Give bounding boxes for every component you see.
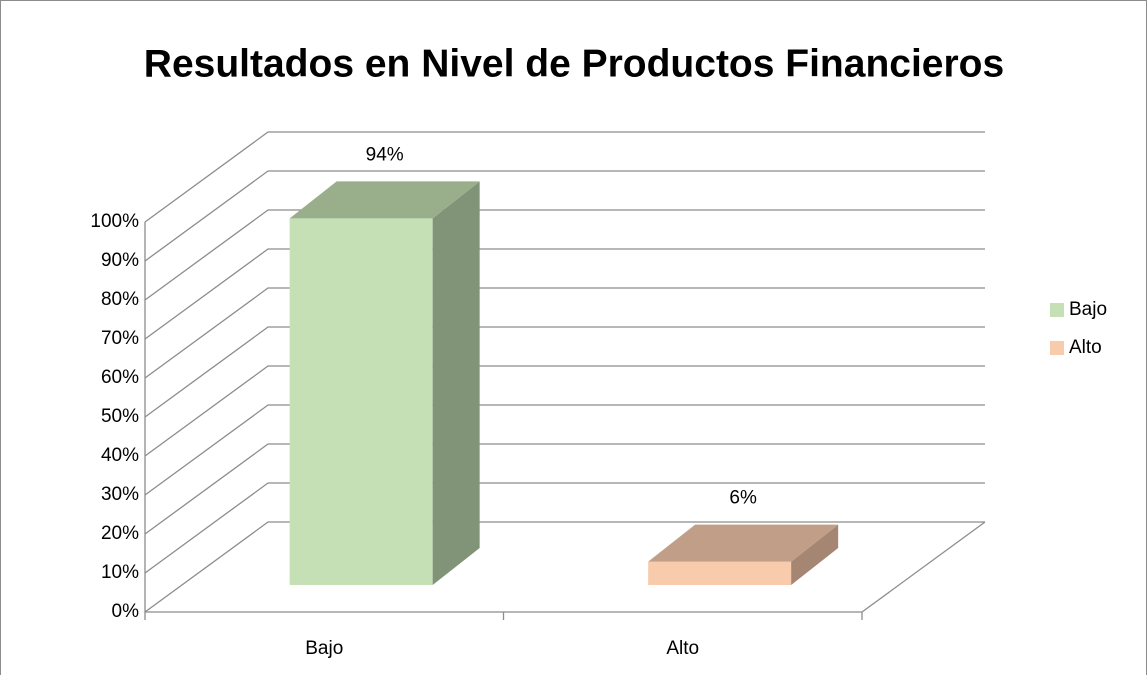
grid-line	[144, 248, 985, 340]
y-tick-label: 50%	[101, 406, 139, 427]
floor-right	[861, 521, 986, 613]
y-tick-label: 10%	[101, 562, 139, 583]
grid-line	[144, 482, 985, 574]
legend-swatch	[1050, 341, 1064, 355]
chart-title: Resultados en Nivel de Productos Financi…	[144, 42, 1004, 85]
grid-line	[144, 404, 985, 496]
x-tick-label: Bajo	[305, 638, 343, 659]
y-tick-label: 30%	[101, 484, 139, 505]
y-tick-label: 100%	[90, 211, 139, 232]
grid-line	[144, 365, 985, 457]
grid-line	[144, 170, 985, 262]
y-tick-label: 20%	[101, 523, 139, 544]
y-tick-label: 90%	[101, 250, 139, 271]
legend-label: Bajo	[1069, 299, 1107, 320]
legend-label: Alto	[1069, 337, 1102, 358]
value-label: 94%	[366, 144, 404, 165]
bar-top	[648, 524, 839, 562]
x-tick-label: Alto	[666, 638, 699, 659]
grid-line	[144, 443, 985, 535]
y-tick-label: 70%	[101, 328, 139, 349]
y-tick-label: 0%	[112, 601, 140, 622]
grid-line	[144, 209, 985, 301]
bar-top	[289, 181, 480, 219]
bar-front	[648, 561, 792, 585]
grid-line	[144, 131, 985, 223]
y-tick-label: 60%	[101, 367, 139, 388]
grid-line	[144, 521, 985, 613]
y-tick-label: 40%	[101, 445, 139, 466]
legend-swatch	[1050, 303, 1064, 317]
bar-side	[432, 181, 480, 585]
bar-front	[289, 218, 433, 585]
y-tick-label: 80%	[101, 289, 139, 310]
bar-side	[791, 524, 839, 585]
value-label: 6%	[729, 488, 757, 509]
grid-line	[144, 326, 985, 418]
grid-line	[144, 287, 985, 379]
